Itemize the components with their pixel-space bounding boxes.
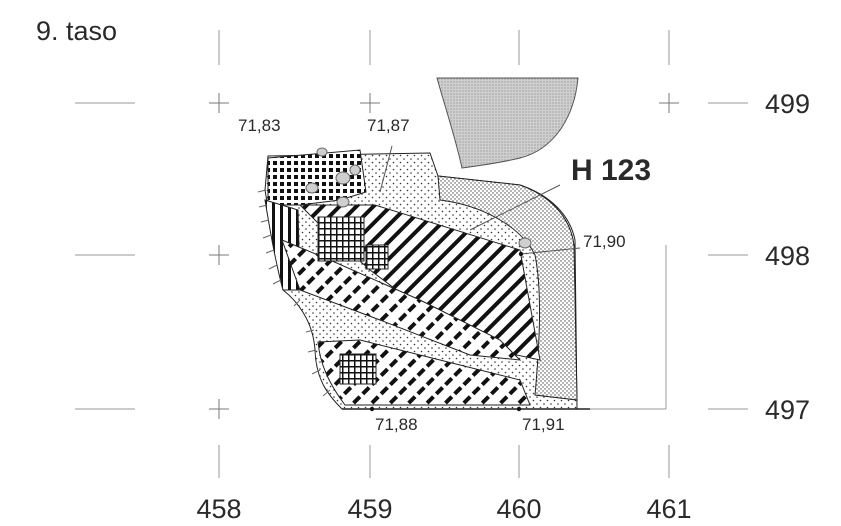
feature-h123 (264, 147, 590, 410)
x-tick-458: 458 (196, 494, 241, 524)
edge-tick (293, 299, 301, 307)
elevation-leader-e3 (520, 247, 581, 255)
y-tick-499: 499 (765, 89, 810, 119)
edge-tick (305, 329, 315, 333)
y-tick-497: 497 (765, 395, 810, 425)
edge-tick (260, 219, 270, 223)
elevation-leader-e2 (379, 145, 393, 193)
edge-tick (322, 389, 331, 397)
elevation-label-e4: 71,88 (375, 415, 418, 434)
x-tick-461: 461 (646, 494, 691, 524)
elevation-point-e4 (369, 406, 375, 412)
edge-tick (311, 369, 321, 375)
edge-tick (307, 349, 317, 353)
small-stone (316, 147, 328, 157)
small-stone (336, 196, 350, 208)
elevation-point-e3 (518, 251, 524, 257)
elevation-label-e1: 71,83 (238, 116, 281, 135)
charcoal-band-dashed-upper (281, 239, 522, 361)
edge-tick (258, 204, 268, 208)
map-title: 9. taso (36, 16, 117, 46)
leader-lines (379, 145, 581, 255)
elevation-label-e3: 71,90 (583, 232, 626, 251)
x-tick-459: 459 (347, 494, 392, 524)
small-stone (349, 164, 361, 176)
grid-cross-458-499 (209, 93, 229, 113)
edge-tick (265, 249, 275, 254)
elevation-points (369, 251, 524, 412)
grid-cross-458-498 (209, 245, 229, 265)
grid-lines (75, 30, 748, 478)
small-stone (305, 182, 319, 194)
small-stone (518, 237, 532, 249)
small-stone (335, 171, 351, 185)
stone-outcrop (436, 77, 579, 169)
edge-tick (272, 279, 282, 285)
elevation-point-e5 (516, 406, 522, 412)
grid-patch-mid (365, 244, 389, 270)
y-tick-498: 498 (765, 241, 810, 271)
edge-tick (262, 234, 272, 239)
edge-tick (257, 189, 267, 193)
x-tick-460: 460 (496, 494, 541, 524)
edge-tick (268, 264, 278, 270)
dark-stone-layer (267, 149, 367, 206)
grid-cross-461-499 (659, 93, 679, 113)
elevation-label-e2: 71,87 (367, 116, 410, 135)
vertical-hatch-layer (264, 199, 301, 291)
grid-cross-458-497 (209, 399, 229, 419)
h123-leader (469, 184, 561, 231)
grid-patch-upper (317, 216, 365, 262)
feature-label: H 123 (571, 154, 651, 187)
grid-cross-459-499 (360, 93, 380, 113)
x-axis-labels: 458 459 460 461 (196, 494, 691, 524)
grid-patch-lower (339, 353, 377, 385)
elevation-labels: 71,83 71,87 71,90 71,88 71,91 (238, 116, 626, 434)
excavation-edge-ticks (257, 189, 331, 397)
dense-sand-layer (437, 175, 578, 401)
y-axis-labels: 499 498 497 (765, 89, 810, 425)
elevation-label-e5: 71,91 (522, 415, 565, 434)
